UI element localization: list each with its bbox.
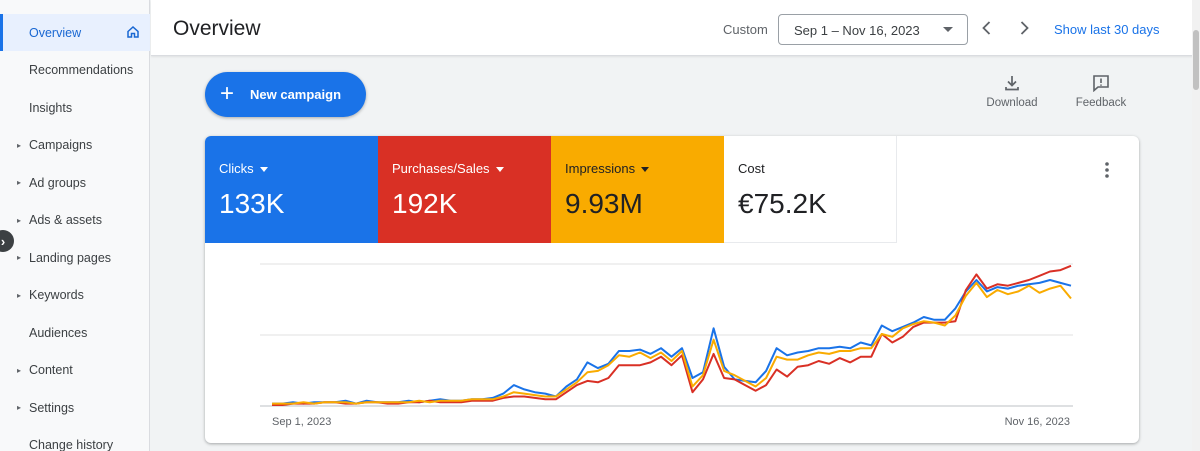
metric-clicks-name: Clicks xyxy=(219,161,254,176)
chevron-right-icon[interactable] xyxy=(1014,18,1034,38)
metric-purchases-value: 192K xyxy=(392,188,458,219)
series-line-impressions xyxy=(272,281,1072,405)
feedback-icon xyxy=(1093,75,1109,92)
download-button[interactable]: Download xyxy=(977,74,1047,118)
sidebar-item-insights[interactable]: Insights xyxy=(0,89,150,126)
sidebar-item-recommendations[interactable]: Recommendations xyxy=(0,52,150,89)
scrollbar-thumb[interactable] xyxy=(1193,30,1199,90)
expand-caret-icon: ▸ xyxy=(17,140,22,150)
expand-caret-icon: ▸ xyxy=(17,365,22,375)
metric-impressions-name: Impressions xyxy=(565,161,636,176)
metric-cost[interactable]: Cost €75.2K xyxy=(724,136,897,243)
performance-line-chart: Sep 1, 2023 Nov 16, 2023 xyxy=(260,263,1073,428)
x-axis-start-label: Sep 1, 2023 xyxy=(272,416,331,428)
caret-down-icon xyxy=(259,167,268,173)
x-axis-end-label: Nov 16, 2023 xyxy=(1005,416,1070,428)
sidebar-item-label: Campaigns xyxy=(29,138,93,152)
sidebar-item-overview[interactable]: Overview xyxy=(0,14,150,51)
metric-clicks-value: 133K xyxy=(219,188,285,219)
sidebar-item-keywords[interactable]: ▸ Keywords xyxy=(0,277,150,314)
expand-caret-icon: ▸ xyxy=(17,253,22,262)
series-line-clicks xyxy=(272,279,1072,405)
expand-caret-icon: ▸ xyxy=(17,403,22,412)
caret-down-icon xyxy=(641,167,650,173)
sidebar-item-ads-assets[interactable]: ▸ Ads & assets xyxy=(0,202,150,239)
collapse-sidebar-button[interactable]: › xyxy=(0,230,14,252)
sidebar-item-label: Ad groups xyxy=(29,175,86,190)
sidebar-item-settings[interactable]: ▸ Settings xyxy=(0,389,150,426)
sidebar-item-content[interactable]: ▸ Content xyxy=(0,352,150,389)
sidebar-item-label: Landing pages xyxy=(29,250,112,265)
metric-name: Clicks xyxy=(219,161,268,176)
date-range-select[interactable]: Sep 1 – Nov 16, 2023 xyxy=(778,14,968,45)
chevron-left-icon[interactable] xyxy=(977,18,997,38)
sidebar-item-label: Recommendations xyxy=(29,63,134,77)
sidebar-item-label: Content xyxy=(29,363,73,377)
sidebar-item-label: Keywords xyxy=(29,288,84,302)
download-icon xyxy=(1005,76,1019,91)
sidebar-item-landing-pages[interactable]: ▸ Landing pages xyxy=(0,239,150,276)
show-last-30-days-link[interactable]: Show last 30 days xyxy=(1054,22,1160,37)
feedback-label: Feedback xyxy=(1075,97,1127,109)
page-title: Overview xyxy=(173,17,261,40)
scrollbar[interactable] xyxy=(1192,0,1200,451)
sidebar-item-label: Ads & assets xyxy=(29,213,102,227)
metric-impressions[interactable]: Impressions 9.93M xyxy=(551,136,724,243)
date-range-value: Sep 1 – Nov 16, 2023 xyxy=(794,23,920,38)
feedback-button[interactable]: Feedback xyxy=(1066,74,1136,118)
metric-clicks[interactable]: Clicks 133K xyxy=(205,136,378,243)
metric-purchases[interactable]: Purchases/Sales 192K xyxy=(378,136,551,243)
sidebar-item-ad-groups[interactable]: ▸ Ad groups xyxy=(0,164,150,201)
dropdown-arrow-icon xyxy=(943,27,953,32)
metric-name: Impressions xyxy=(565,161,650,176)
metric-cost-value: €75.2K xyxy=(738,188,827,219)
sidebar-item-label: Change history xyxy=(29,438,114,451)
sidebar-item-label: Overview xyxy=(29,25,82,40)
metric-impressions-value: 9.93M xyxy=(565,188,643,219)
download-label: Download xyxy=(986,97,1038,109)
expand-caret-icon: ▸ xyxy=(17,215,22,225)
expand-caret-icon: ▸ xyxy=(17,178,22,187)
metric-name: Purchases/Sales xyxy=(392,161,504,176)
sidebar-item-label: Insights xyxy=(29,100,73,115)
new-campaign-button[interactable]: + New campaign xyxy=(205,72,366,117)
sidebar-item-label: Settings xyxy=(29,400,75,415)
home-icon xyxy=(127,25,139,38)
custom-label: Custom xyxy=(723,22,768,37)
sidebar: Overview Recommendations Insights ▸ Campaign… xyxy=(0,0,150,451)
more-options-icon[interactable] xyxy=(1099,160,1115,180)
performance-card: Clicks 133K Purchases/Sales 192K Impress… xyxy=(205,136,1139,443)
sidebar-item-label: Audiences xyxy=(29,325,88,340)
sidebar-item-audiences[interactable]: Audiences xyxy=(0,314,150,351)
metric-cost-name: Cost xyxy=(738,161,765,176)
sidebar-item-change-history[interactable]: Change history xyxy=(0,427,150,451)
metric-purchases-name: Purchases/Sales xyxy=(392,161,490,176)
plus-icon: + xyxy=(220,80,235,107)
expand-caret-icon: ▸ xyxy=(17,290,22,300)
header: Overview Custom Sep 1 – Nov 16, 2023 Sho… xyxy=(151,0,1200,56)
caret-down-icon xyxy=(495,167,504,173)
sidebar-item-campaigns[interactable]: ▸ Campaigns xyxy=(0,127,150,164)
new-campaign-label: New campaign xyxy=(250,87,342,102)
